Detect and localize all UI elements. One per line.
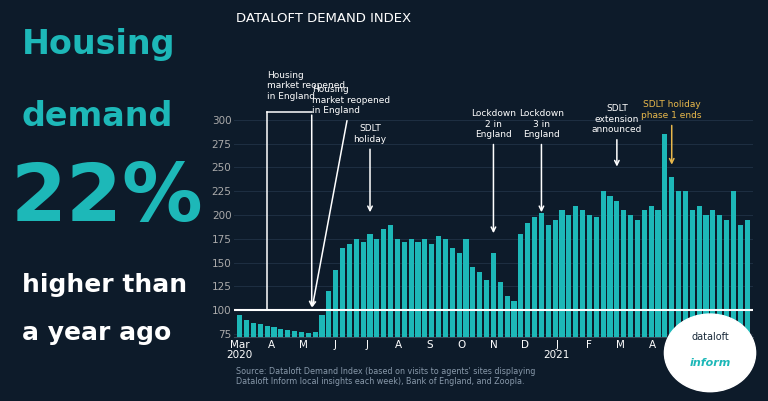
Bar	[491, 253, 496, 401]
Text: dataloft: dataloft	[691, 332, 729, 342]
Bar	[271, 327, 276, 401]
Text: SDLT
extension
announced: SDLT extension announced	[591, 104, 642, 165]
Text: a year ago: a year ago	[22, 321, 171, 345]
Bar	[724, 220, 729, 401]
Bar	[450, 248, 455, 401]
Bar	[319, 315, 325, 401]
Bar	[655, 210, 660, 401]
Bar	[669, 177, 674, 401]
Bar	[717, 215, 722, 401]
Ellipse shape	[664, 314, 756, 392]
Text: Lockdown
2 in
England: Lockdown 2 in England	[471, 109, 516, 231]
Bar	[470, 267, 475, 401]
Text: Lockdown
3 in
England: Lockdown 3 in England	[519, 109, 564, 211]
Bar	[258, 324, 263, 401]
Bar	[422, 239, 428, 401]
Bar	[703, 215, 709, 401]
Bar	[285, 330, 290, 401]
Bar	[347, 243, 352, 401]
Bar	[313, 332, 318, 401]
Bar	[299, 332, 304, 401]
Bar	[566, 215, 571, 401]
Bar	[532, 217, 537, 401]
Bar	[237, 315, 242, 401]
Bar	[402, 242, 407, 401]
Bar	[333, 270, 338, 401]
Bar	[731, 191, 736, 401]
Text: SDLT holiday
phase 1 ends: SDLT holiday phase 1 ends	[641, 101, 702, 163]
Bar	[354, 239, 359, 401]
Bar	[601, 191, 606, 401]
Bar	[374, 239, 379, 401]
Bar	[697, 206, 702, 401]
Bar	[409, 239, 414, 401]
Bar	[367, 234, 372, 401]
Bar	[292, 331, 297, 401]
Bar	[443, 239, 448, 401]
Bar	[244, 320, 249, 401]
Bar	[525, 223, 530, 401]
Bar	[573, 206, 578, 401]
Bar	[306, 333, 311, 401]
Bar	[505, 296, 510, 401]
Text: higher than: higher than	[22, 273, 187, 297]
Bar	[690, 210, 695, 401]
Bar	[361, 242, 366, 401]
Text: Housing: Housing	[22, 28, 175, 61]
Bar	[511, 301, 517, 401]
Text: 22%: 22%	[11, 160, 204, 239]
Bar	[265, 326, 270, 401]
Bar	[635, 220, 640, 401]
Bar	[559, 210, 564, 401]
Bar	[745, 220, 750, 401]
Bar	[498, 282, 503, 401]
Bar	[388, 225, 393, 401]
Bar	[429, 243, 434, 401]
Bar	[395, 239, 400, 401]
Bar	[580, 210, 585, 401]
Bar	[683, 191, 688, 401]
Bar	[553, 220, 558, 401]
Bar	[539, 213, 544, 401]
Bar	[278, 329, 283, 401]
Bar	[614, 201, 620, 401]
Bar	[326, 291, 332, 401]
Bar	[607, 196, 613, 401]
Text: demand: demand	[22, 100, 174, 133]
Bar	[477, 272, 482, 401]
Text: Source: Dataloft Demand Index (based on visits to agents' sites displaying
Datal: Source: Dataloft Demand Index (based on …	[236, 367, 535, 386]
Text: Housing
market reopened
in England: Housing market reopened in England	[311, 85, 390, 306]
Text: Housing
market reopened
in England: Housing market reopened in England	[267, 71, 346, 101]
Text: DATALOFT DEMAND INDEX: DATALOFT DEMAND INDEX	[236, 12, 411, 25]
Bar	[340, 248, 345, 401]
Bar	[436, 236, 441, 401]
Bar	[642, 210, 647, 401]
Bar	[415, 242, 421, 401]
Text: SDLT
holiday: SDLT holiday	[353, 124, 386, 211]
Bar	[628, 215, 633, 401]
Bar	[662, 134, 667, 401]
Bar	[594, 217, 599, 401]
Bar	[251, 322, 256, 401]
Bar	[457, 253, 462, 401]
Text: inform: inform	[690, 358, 730, 369]
Bar	[738, 225, 743, 401]
Bar	[518, 234, 524, 401]
Bar	[587, 215, 592, 401]
Bar	[546, 225, 551, 401]
Bar	[484, 280, 489, 401]
Bar	[710, 210, 716, 401]
Bar	[621, 210, 626, 401]
Bar	[463, 239, 468, 401]
Bar	[381, 229, 386, 401]
Bar	[676, 191, 681, 401]
Bar	[649, 206, 654, 401]
